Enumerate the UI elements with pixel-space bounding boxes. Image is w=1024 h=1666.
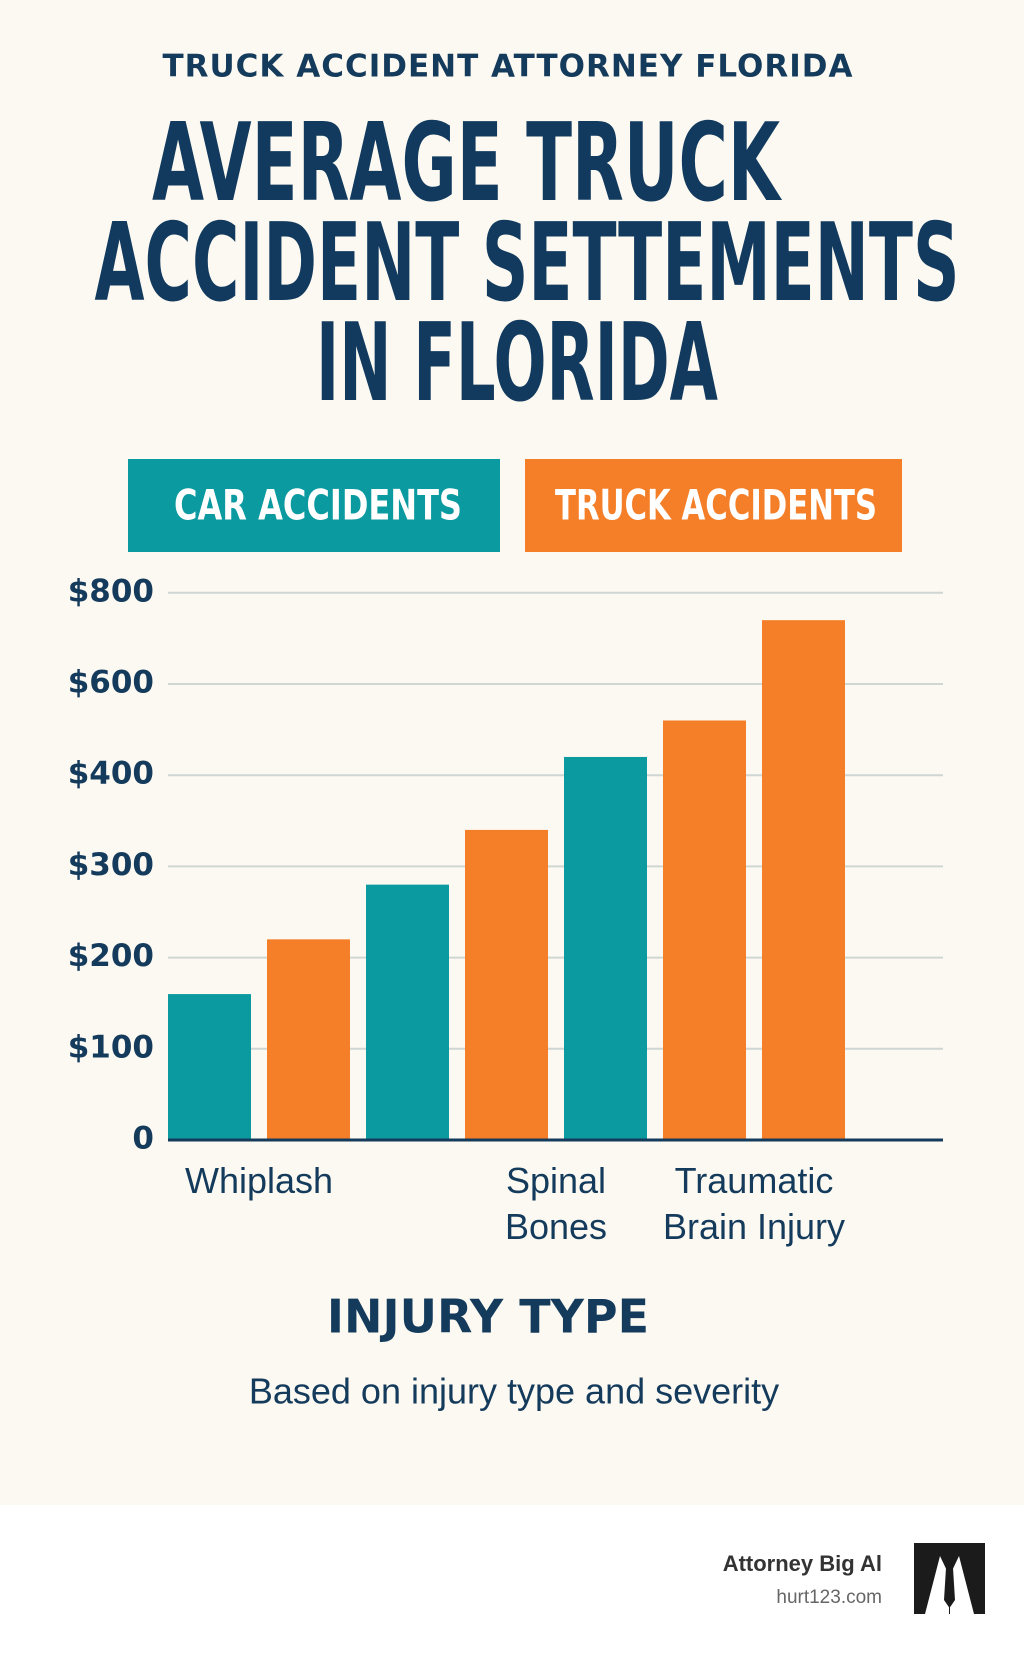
kicker: TRUCK ACCIDENT ATTORNEY FLORIDA	[162, 49, 853, 85]
chart-title: IN FLORIDA	[316, 301, 718, 426]
brand: Attorney Big Al	[723, 1551, 882, 1576]
bar	[465, 829, 548, 1140]
logo	[914, 1543, 985, 1614]
legend-swatch	[128, 459, 500, 552]
y-tick-label: $600	[68, 665, 154, 701]
bar	[267, 939, 350, 1140]
x-tick-label: Spinal Bones	[504, 1160, 608, 1247]
bar	[366, 884, 449, 1140]
y-tick-label: $100	[68, 1029, 154, 1065]
legend-label: CAR ACCIDENTS	[174, 481, 462, 530]
footer-band	[0, 1505, 1024, 1666]
legend-label: TRUCK ACCIDENTS	[555, 481, 877, 530]
bar	[168, 994, 251, 1140]
x-axis-title: INJURY TYPE	[327, 1290, 649, 1344]
chart-title: ACCIDENT SETTEMENTS	[95, 201, 960, 326]
chart-title: AVERAGE TRUCK	[152, 101, 782, 226]
y-tick-label: 0	[132, 1121, 154, 1157]
x-tick-label: Whiplash	[184, 1160, 334, 1201]
y-tick-label: $300	[68, 847, 154, 883]
site: hurt123.com	[776, 1587, 882, 1608]
bar	[762, 620, 845, 1140]
legend-swatch	[525, 459, 902, 552]
subtitle: Based on injury type and severity	[249, 1371, 779, 1412]
bar	[564, 756, 647, 1140]
y-tick-label: $400	[68, 756, 154, 792]
y-tick-label: $800	[68, 573, 154, 609]
x-tick-label: Traumatic Brain Injury	[662, 1160, 846, 1247]
bar	[663, 720, 746, 1140]
y-tick-label: $200	[68, 938, 154, 974]
